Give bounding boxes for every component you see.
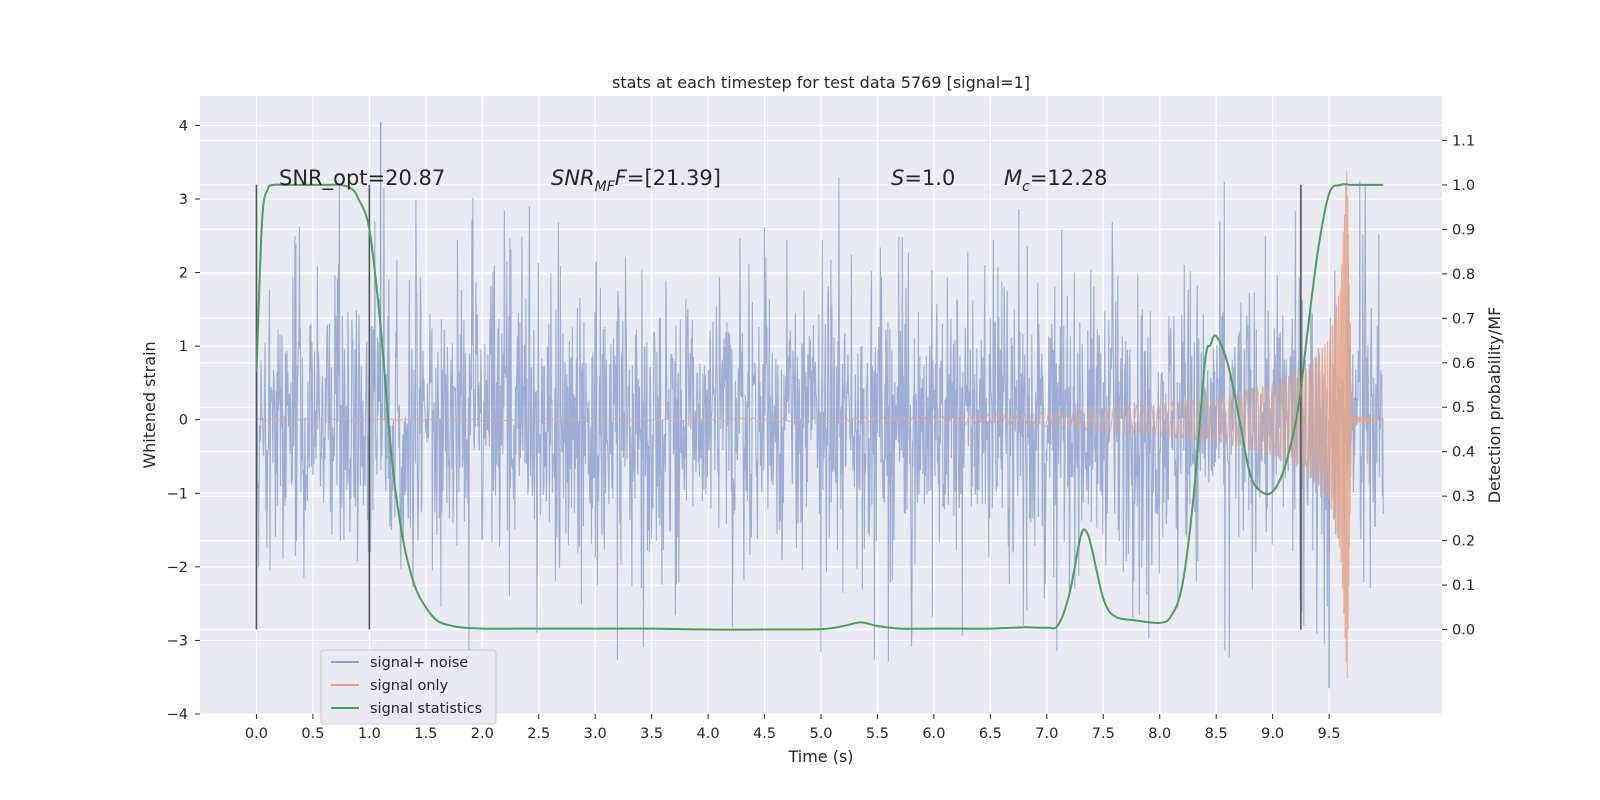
x-tick-label: 2.0 bbox=[471, 726, 494, 742]
y-axis-ticks: 4 3 2 1 0 −1 −2 −3 −4 bbox=[167, 118, 200, 723]
x-tick-label: 7.0 bbox=[1035, 726, 1058, 742]
x-tick-label: 8.0 bbox=[1148, 726, 1171, 742]
y2-axis-label: Detection probability/MF bbox=[1485, 307, 1504, 504]
annotation-snr-opt: SNR_opt=20.87 bbox=[279, 166, 445, 191]
x-tick-label: 9.5 bbox=[1318, 726, 1341, 742]
y2-tick-label: 0.9 bbox=[1452, 222, 1475, 238]
x-tick-label: 1.0 bbox=[358, 726, 381, 742]
legend-box bbox=[320, 649, 497, 725]
legend-label-signal-statistics: signal statistics bbox=[370, 701, 482, 717]
y-tick-label: 4 bbox=[179, 118, 188, 134]
signal-statistics-line bbox=[255, 183, 1384, 631]
y-tick-label: 2 bbox=[179, 266, 188, 282]
x-tick-label: 6.0 bbox=[922, 726, 945, 742]
x-tick-label: 0.0 bbox=[245, 726, 268, 742]
y2-axis-ticks: 1.1 1.0 0.9 0.8 0.7 0.6 0.5 0.4 0.3 0.2 0.1 0.0 bbox=[1442, 133, 1475, 639]
x-tick-label: 3.0 bbox=[584, 726, 607, 742]
x-tick-label: 4.0 bbox=[697, 726, 720, 742]
y2-tick-label: 0.8 bbox=[1452, 267, 1475, 283]
y-tick-label: −3 bbox=[167, 633, 188, 649]
y2-tick-label: 0.2 bbox=[1452, 534, 1475, 550]
chart-title: stats at each timestep for test data 576… bbox=[612, 73, 1030, 92]
y-tick-label: −4 bbox=[167, 707, 188, 723]
y-tick-label: 0 bbox=[179, 413, 188, 429]
y2-tick-label: 0.5 bbox=[1452, 400, 1475, 416]
x-tick-label: 9.0 bbox=[1261, 726, 1284, 742]
signal-plus-noise-line bbox=[255, 177, 1384, 662]
y2-tick-label: 1.0 bbox=[1452, 178, 1475, 194]
x-tick-label: 4.5 bbox=[753, 726, 776, 742]
annotation-s: S=1.0 bbox=[891, 166, 955, 190]
x-tick-label: 2.5 bbox=[527, 726, 550, 742]
vertical-markers bbox=[255, 184, 1302, 630]
legend: signal+ noise signal only signal statist… bbox=[320, 649, 497, 725]
y-axis-label: Whitened strain bbox=[140, 341, 159, 468]
y2-tick-label: 1.1 bbox=[1452, 133, 1475, 149]
x-axis-ticks: 0.0 0.5 1.0 1.5 2.0 2.5 3.0 3.5 4.0 4.5 5.0 5.5 6.0 6… bbox=[245, 714, 1341, 742]
y2-tick-label: 0.6 bbox=[1452, 356, 1475, 372]
annotation-snr-mf: SNRMFF=[21.39] bbox=[551, 166, 721, 195]
legend-label-signal-only: signal only bbox=[370, 678, 449, 694]
y-tick-label: 3 bbox=[179, 192, 188, 208]
y-tick-label: −2 bbox=[167, 560, 188, 576]
x-tick-label: 5.0 bbox=[809, 726, 832, 742]
y-tick-label: 1 bbox=[179, 339, 188, 355]
x-tick-label: 6.5 bbox=[979, 726, 1002, 742]
series-signal-only bbox=[256, 170, 1384, 679]
x-tick-label: 7.5 bbox=[1092, 726, 1115, 742]
x-tick-label: 0.5 bbox=[301, 726, 324, 742]
y2-tick-label: 0.0 bbox=[1452, 623, 1475, 639]
x-tick-label: 3.5 bbox=[640, 726, 663, 742]
y2-tick-label: 0.7 bbox=[1452, 311, 1475, 327]
series-signal-statistics bbox=[255, 183, 1384, 631]
annotation-mc: Mc=12.28 bbox=[1004, 166, 1108, 195]
y-tick-label: −1 bbox=[167, 486, 188, 502]
y2-tick-label: 0.1 bbox=[1452, 578, 1475, 594]
legend-label-signal-plus-noise: signal+ noise bbox=[370, 655, 468, 671]
y2-tick-label: 0.3 bbox=[1452, 489, 1475, 505]
x-tick-label: 5.5 bbox=[866, 726, 889, 742]
y2-tick-label: 0.4 bbox=[1452, 445, 1475, 461]
signal-only-line bbox=[256, 170, 1384, 679]
x-tick-label: 8.5 bbox=[1205, 726, 1228, 742]
x-axis-label: Time (s) bbox=[787, 747, 853, 766]
x-tick-label: 1.5 bbox=[414, 726, 437, 742]
